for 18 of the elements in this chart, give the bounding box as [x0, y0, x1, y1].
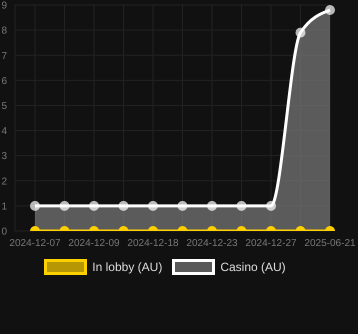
- x-tick-label: 2025-06-21: [304, 238, 356, 250]
- y-tick-label: 8: [1, 26, 8, 37]
- y-tick-label: 4: [1, 126, 8, 138]
- y-tick-label: 7: [1, 50, 8, 62]
- x-tick-label: 2024-12-07: [9, 238, 62, 250]
- y-tick-label: 1: [1, 201, 8, 212]
- y-tick-label: 6: [1, 76, 8, 87]
- x-tick-label: 2024-12-23: [186, 238, 238, 250]
- y-tick-label: 0: [1, 226, 8, 238]
- x-tick-label: 2024-12-27: [245, 238, 298, 250]
- y-tick-label: 9: [1, 0, 8, 12]
- x-tick-label: 2024-12-09: [68, 238, 120, 250]
- y-tick-label: 5: [1, 100, 8, 112]
- legend-label: In lobby (AU): [92, 260, 162, 274]
- y-tick-label: 2: [1, 176, 8, 188]
- legend-label: Casino (AU): [220, 260, 286, 274]
- y-tick-label: 3: [1, 151, 8, 162]
- x-tick-label: 2024-12-18: [127, 238, 180, 250]
